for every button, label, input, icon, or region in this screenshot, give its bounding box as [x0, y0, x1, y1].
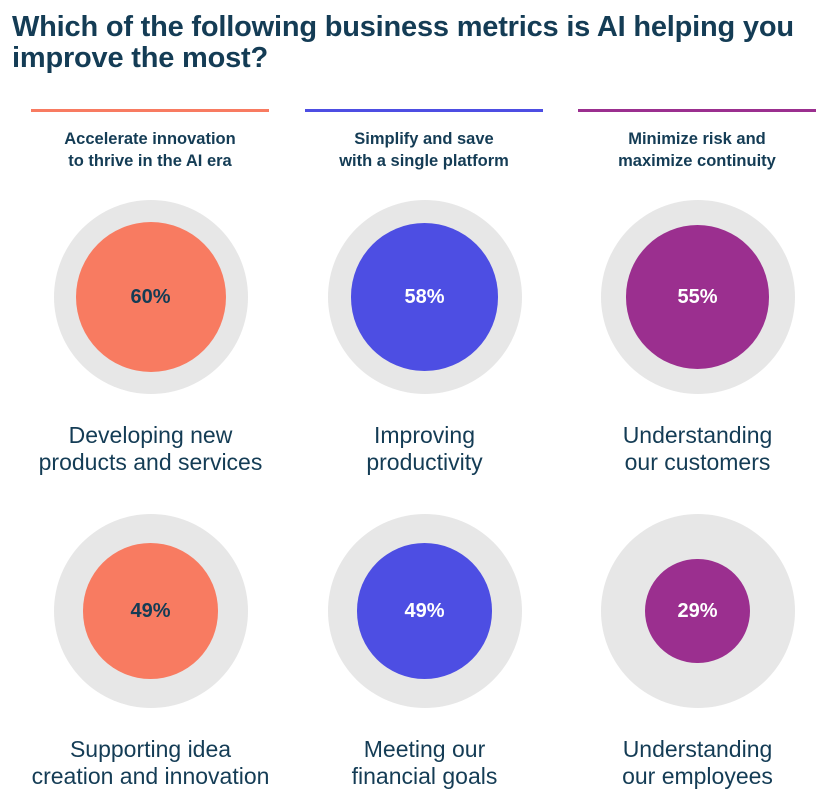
metric-label-line1: Understanding — [622, 422, 773, 448]
column-label-line1: Minimize risk and — [628, 130, 766, 148]
column-header-2: Simplify and save with a single platform — [305, 109, 543, 172]
bubble-fill — [82, 543, 219, 679]
column-rule — [31, 109, 269, 112]
column-label: Minimize risk and maximize continuity — [578, 128, 816, 172]
column-label-line1: Accelerate innovation — [64, 130, 236, 148]
metric-item: 60% Developing new products and services — [14, 200, 287, 476]
metric-item: 55% Understanding our customers — [561, 200, 834, 476]
metric-bubble: 49% — [327, 514, 522, 708]
metric-label-line1: Developing new — [68, 422, 233, 448]
metric-label: Developing new products and services — [14, 422, 287, 476]
metric-bubble: 49% — [53, 514, 248, 708]
metric-label-line1: Meeting our — [363, 736, 486, 762]
metric-value: 55% — [677, 285, 718, 308]
metric-value: 29% — [677, 599, 718, 622]
metric-bubble: 55% — [600, 200, 795, 394]
bubble-fill — [350, 223, 499, 371]
metric-bubble: 58% — [327, 200, 522, 394]
metric-label-line2: products and services — [38, 449, 263, 475]
column-rule — [578, 109, 816, 112]
metric-label-line2: productivity — [366, 449, 483, 475]
metric-label: Understanding our customers — [561, 422, 834, 476]
metric-value: 58% — [404, 285, 445, 308]
metric-value: 49% — [404, 599, 445, 622]
metric-label-line1: Supporting idea — [69, 736, 232, 762]
bubble-fill — [625, 225, 770, 369]
metric-label-line1: Improving — [374, 422, 475, 448]
column-label-line2: maximize continuity — [618, 152, 776, 170]
column-label: Simplify and save with a single platform — [305, 128, 543, 172]
metric-bubble: 60% — [53, 200, 248, 394]
column-header-1: Accelerate innovation to thrive in the AI… — [31, 109, 269, 172]
column-label: Accelerate innovation to thrive in the AI… — [31, 128, 269, 172]
metric-label: Understanding our employees — [561, 736, 834, 790]
metric-label-line2: financial goals — [351, 763, 498, 789]
metric-value: 60% — [130, 285, 171, 308]
column-label-line1: Simplify and save — [354, 130, 494, 148]
metric-bubble: 29% — [600, 514, 795, 708]
metric-item: 58% Improving productivity — [288, 200, 561, 476]
column-label-line2: to thrive in the AI era — [68, 152, 232, 170]
column-header-3: Minimize risk and maximize continuity — [578, 109, 816, 172]
column-rule — [305, 109, 543, 112]
column-label-line2: with a single platform — [339, 152, 509, 170]
metric-value: 49% — [130, 599, 171, 622]
metric-item: 49% Supporting idea creation and innovatio… — [14, 514, 287, 790]
metric-label-line2: our customers — [624, 449, 771, 475]
metric-label-line1: Understanding — [622, 736, 773, 762]
metric-label: Improving productivity — [288, 422, 561, 476]
bubble-fill — [645, 558, 750, 664]
metric-label: Meeting our financial goals — [288, 736, 561, 790]
bubble-fill — [356, 543, 493, 679]
metric-item: 49% Meeting our financial goals — [288, 514, 561, 790]
bubble-fill — [75, 222, 226, 372]
metric-item: 29% Understanding our employees — [561, 514, 834, 790]
chart-title: Which of the following business metrics … — [12, 11, 794, 74]
metric-label: Supporting idea creation and innovation — [14, 736, 287, 790]
metric-label-line2: our employees — [622, 763, 773, 789]
metric-label-line2: creation and innovation — [31, 763, 270, 789]
